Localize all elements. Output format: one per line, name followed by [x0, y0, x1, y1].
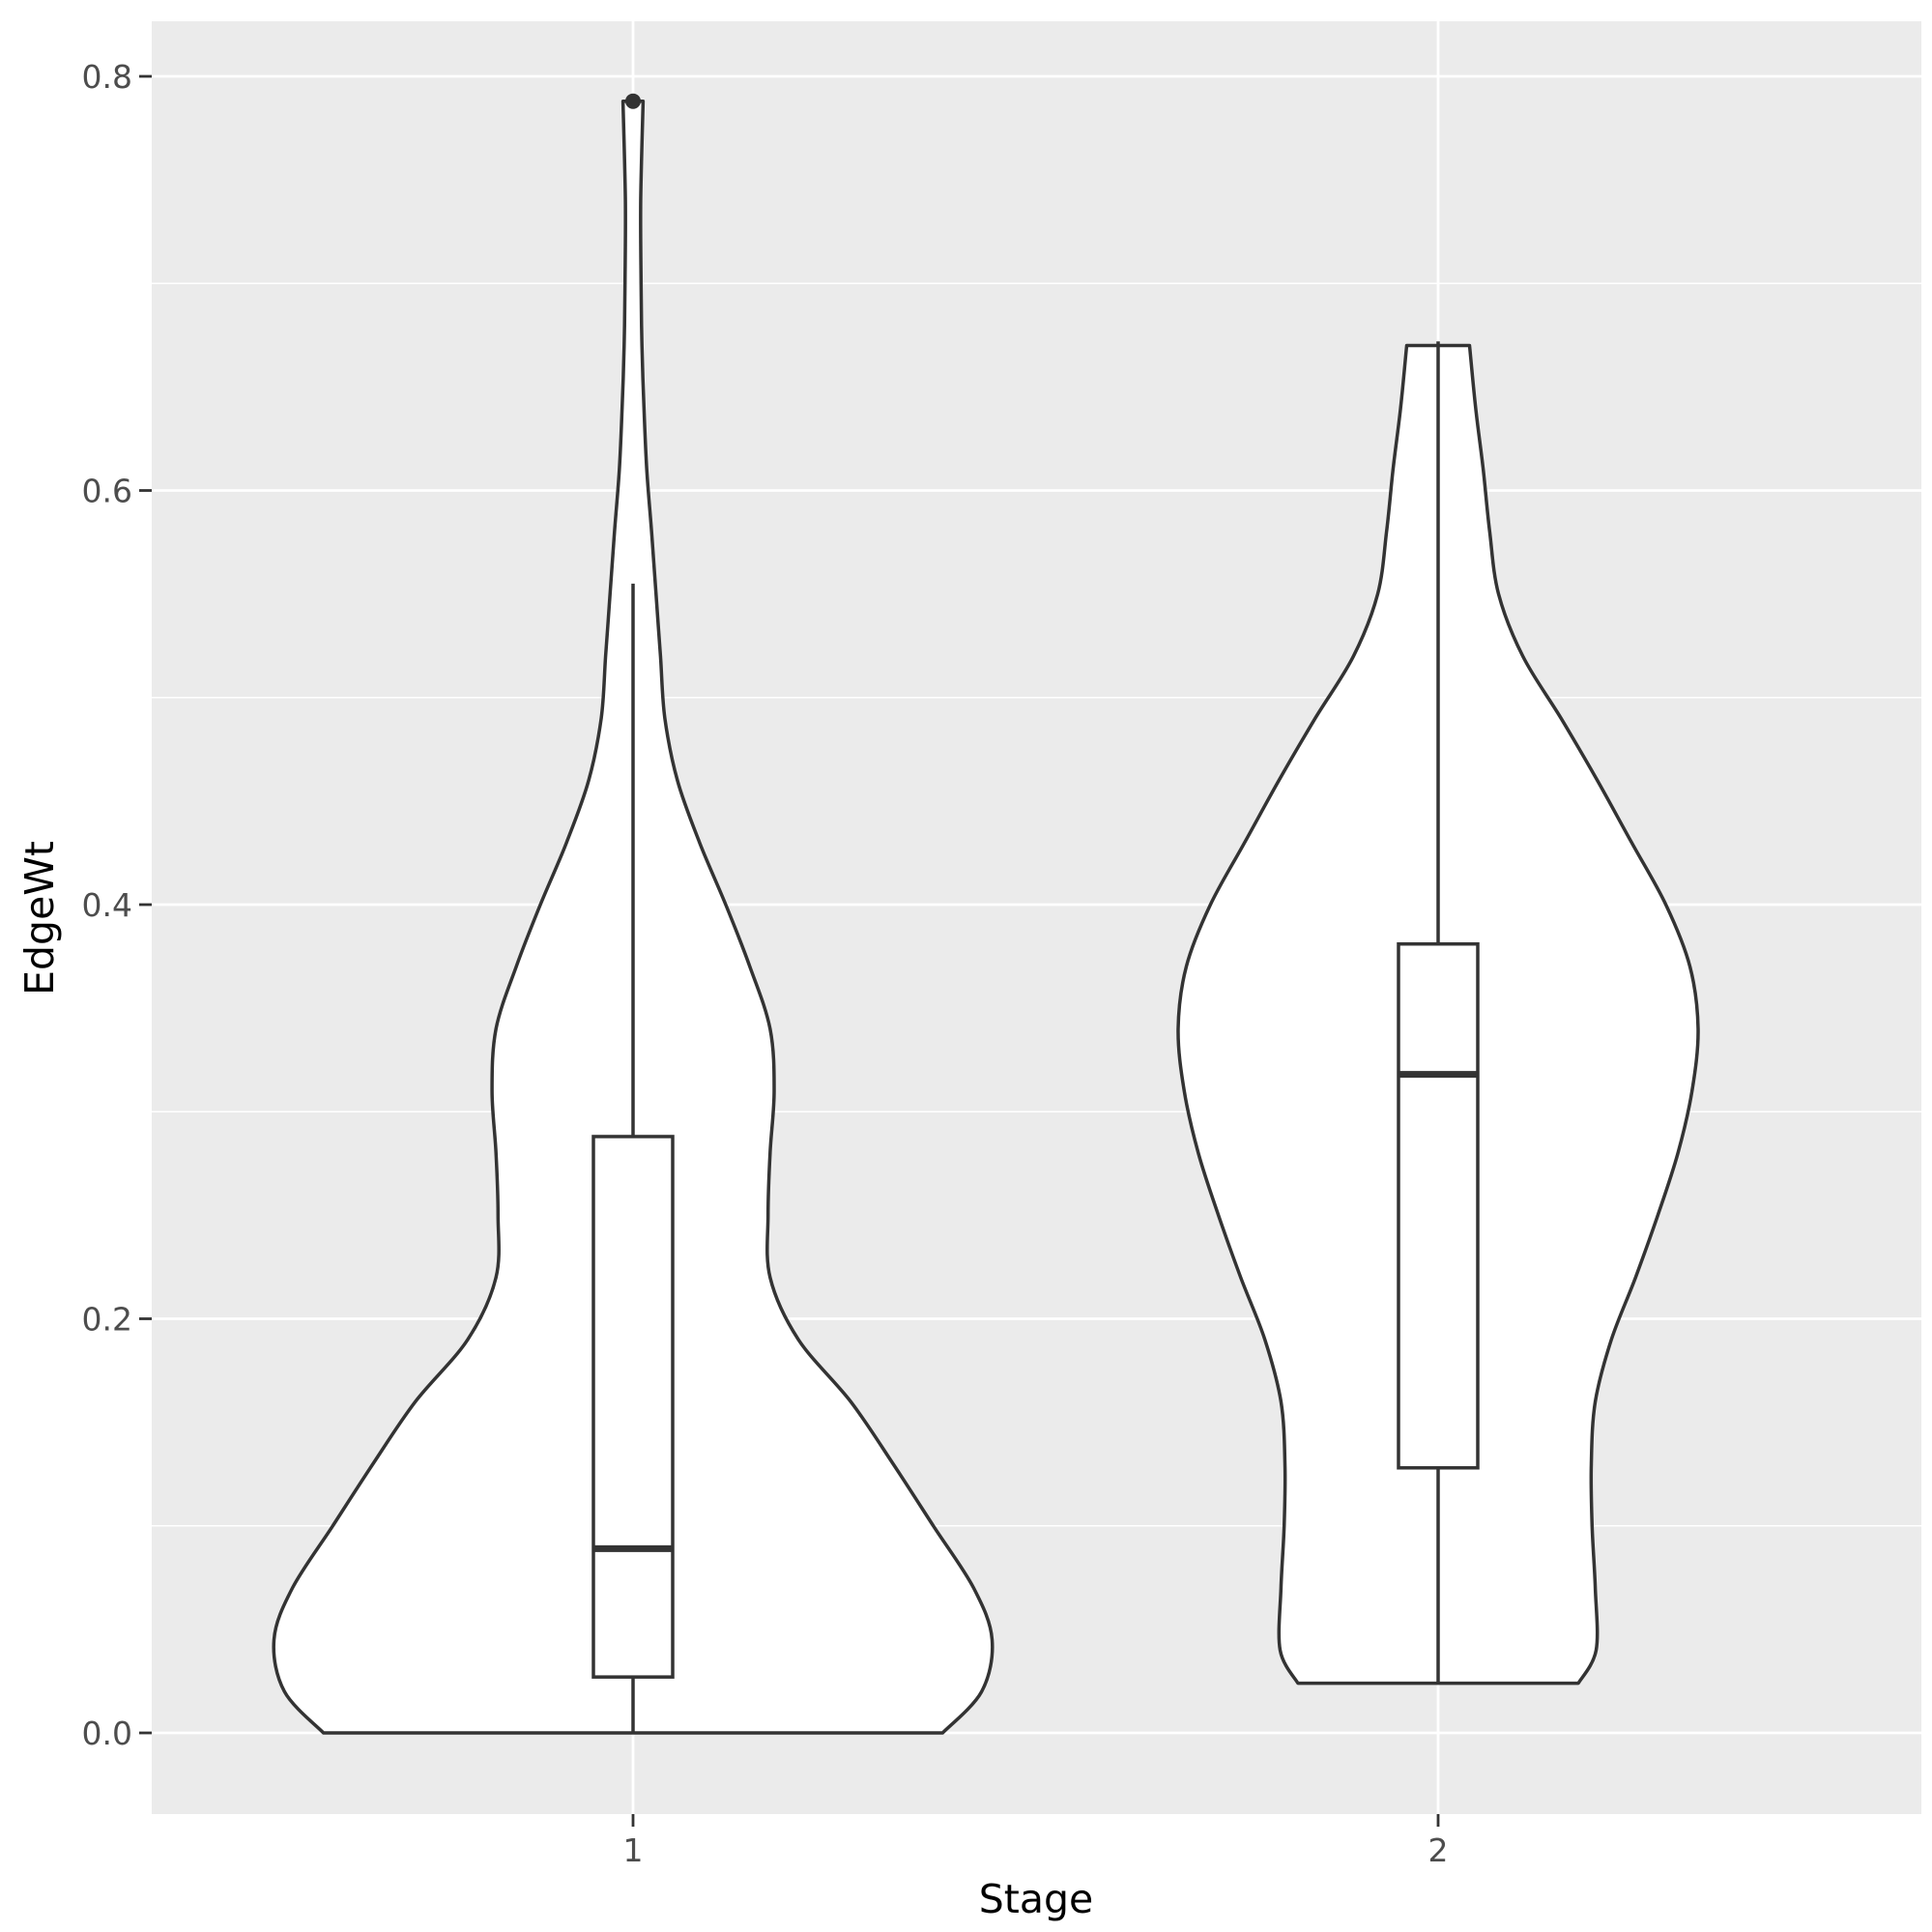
y-tick-label: 0.2: [82, 1301, 132, 1339]
y-axis-title: EdgeWt: [16, 841, 63, 995]
x-tick-label: 1: [623, 1831, 644, 1869]
boxplots: [591, 93, 1480, 1733]
axis-ticks: [139, 74, 1440, 1827]
x-axis-title: Stage: [979, 1876, 1093, 1922]
box-stage-2: [1397, 941, 1480, 1470]
y-tick-label: 0.0: [82, 1715, 132, 1752]
box-stage-1: [591, 1135, 675, 1679]
x-tick-label: 2: [1428, 1831, 1449, 1869]
y-tick-label: 0.6: [82, 473, 132, 510]
y-tick-label: 0.4: [82, 886, 132, 924]
y-tick-label: 0.8: [82, 58, 132, 96]
outlier-point-stage-1: [625, 93, 641, 109]
axis-tick-labels: 0.0 0.2 0.4 0.6 0.8 1 2: [82, 58, 1449, 1869]
